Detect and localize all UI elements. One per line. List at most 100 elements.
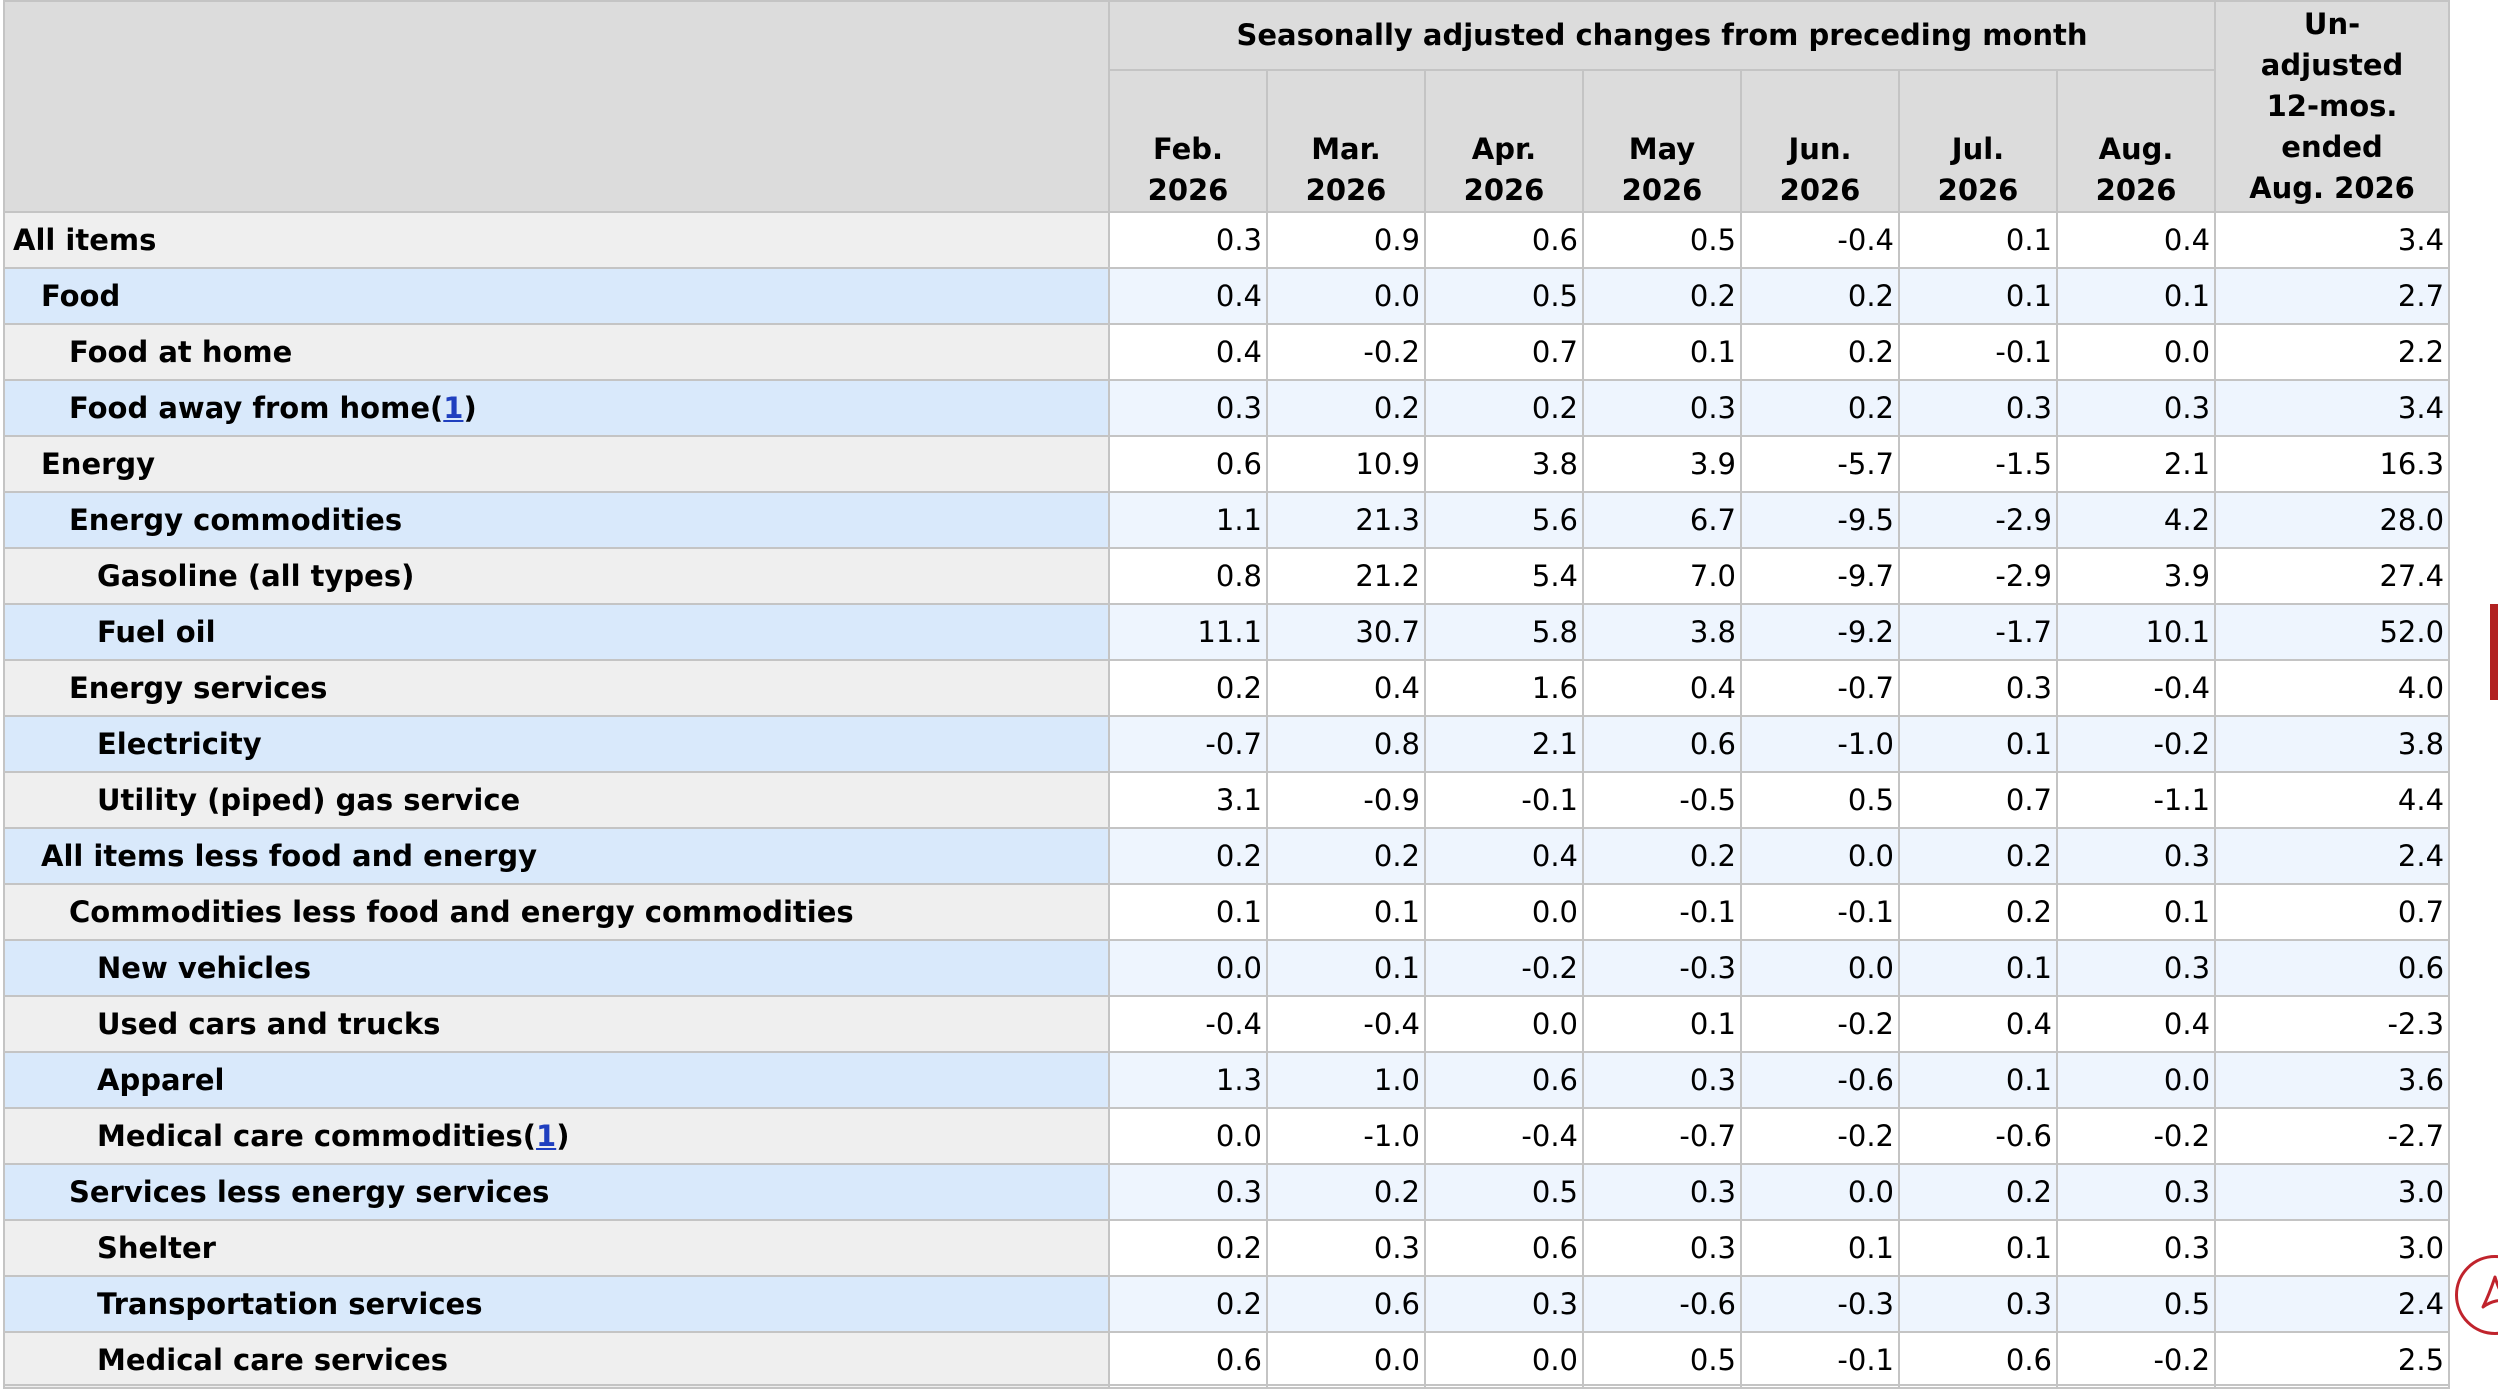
header-row-group: Seasonally adjusted changes from precedi… — [3, 0, 2451, 213]
column-year: 2026 — [1937, 173, 2019, 207]
cell-monthly-change: 30.7 — [1266, 603, 1426, 661]
row-label: Services less energy services — [69, 1175, 550, 1209]
cell-monthly-change: -0.9 — [1266, 771, 1426, 829]
row-label-cell: Commodities less food and energy commodi… — [3, 883, 1110, 941]
cell-unadjusted-12mo: 3.4 — [2214, 379, 2451, 437]
cell-monthly-change: 0.1 — [2055, 267, 2217, 325]
cell-monthly-change: -0.4 — [1266, 995, 1426, 1053]
cell-monthly-change: 0.4 — [1898, 995, 2058, 1053]
cell-monthly-change: 0.5 — [2055, 1275, 2217, 1333]
cell-monthly-change: 10.1 — [2055, 603, 2217, 661]
column-header-feb: Feb. 2026 — [1108, 69, 1268, 213]
cell-monthly-change: 0.8 — [1108, 547, 1268, 605]
cell-monthly-change: -1.5 — [1898, 435, 2058, 493]
row-label-cell: Services less energy services — [3, 1163, 1110, 1221]
cell-monthly-change: -1.1 — [2055, 771, 2217, 829]
row-label: Utility (piped) gas service — [97, 783, 521, 817]
pdf-download-button[interactable] — [2455, 1255, 2498, 1335]
table-row: Services less energy services 0.3 0.2 0.5 0.… — [3, 1163, 2451, 1221]
table-row: Utility (piped) gas service 3.1 -0.9 -0.1 -0… — [3, 771, 2451, 829]
row-label-cell: Medical care services — [3, 1331, 1110, 1389]
cell-monthly-change: 0.4 — [1266, 659, 1426, 717]
column-month: Feb. — [1152, 132, 1224, 166]
row-label: Medical care commodities — [97, 1119, 523, 1153]
cell-monthly-change: -0.1 — [1740, 1331, 1900, 1389]
row-label: Shelter — [97, 1231, 216, 1265]
cell-monthly-change: -0.4 — [1424, 1107, 1584, 1165]
cell-monthly-change: 0.0 — [1266, 1331, 1426, 1389]
cell-monthly-change: 0.3 — [2055, 1219, 2217, 1277]
table-row: All items 0.3 0.9 0.6 0.5 -0.4 0.1 0.4 3.4 — [3, 211, 2451, 269]
row-label: Food at home — [69, 335, 293, 369]
column-year: 2026 — [1147, 173, 1229, 207]
cell-monthly-change: 0.8 — [1266, 715, 1426, 773]
cell-unadjusted-12mo: 2.2 — [2214, 323, 2451, 381]
cell-monthly-change: 0.3 — [1266, 1219, 1426, 1277]
row-label-cell: Utility (piped) gas service — [3, 771, 1110, 829]
cell-monthly-change: 0.4 — [2055, 211, 2217, 269]
row-label: Used cars and trucks — [97, 1007, 441, 1041]
column-header-aug: Aug. 2026 — [2055, 69, 2217, 213]
table-row: All items less food and energy 0.2 0.2 0.4 0… — [3, 827, 2451, 885]
cell-monthly-change: 0.6 — [1424, 1219, 1584, 1277]
column-header-jun: Jun. 2026 — [1740, 69, 1900, 213]
row-label: Commodities less food and energy commodi… — [69, 895, 854, 929]
cell-monthly-change: 0.1 — [1740, 1219, 1900, 1277]
column-month: Mar. — [1311, 132, 1381, 166]
cell-monthly-change: 0.3 — [1582, 1163, 1742, 1221]
table-row: Commodities less food and energy commodi… — [3, 883, 2451, 941]
row-label-cell: Energy — [3, 435, 1110, 493]
cell-monthly-change: -0.1 — [1740, 883, 1900, 941]
cell-monthly-change: 0.5 — [1740, 771, 1900, 829]
cell-monthly-change: 0.5 — [1582, 211, 1742, 269]
cell-monthly-change: 0.3 — [1108, 1163, 1268, 1221]
cell-monthly-change: -1.0 — [1266, 1107, 1426, 1165]
table-row: Used cars and trucks -0.4 -0.4 0.0 0.1 -0.2 0.… — [3, 995, 2451, 1053]
cell-monthly-change: 0.4 — [1108, 267, 1268, 325]
cell-monthly-change: 0.1 — [1582, 323, 1742, 381]
cell-monthly-change: 0.4 — [1108, 323, 1268, 381]
cell-monthly-change: 0.7 — [1898, 771, 2058, 829]
row-label: All items — [13, 223, 157, 257]
cell-monthly-change: 0.2 — [1898, 883, 2058, 941]
cell-monthly-change: 21.3 — [1266, 491, 1426, 549]
footnote-paren-close: ) — [463, 391, 477, 425]
cell-monthly-change: -0.2 — [2055, 1107, 2217, 1165]
footnote-link[interactable]: 1 — [443, 391, 464, 425]
cell-monthly-change: 0.1 — [1898, 1051, 2058, 1109]
cell-monthly-change: 0.5 — [1424, 267, 1584, 325]
cell-monthly-change: 0.3 — [1108, 379, 1268, 437]
cpi-change-table: Seasonally adjusted changes from precedi… — [3, 0, 2451, 1389]
table-row: Medical care commodities(1) 0.0 -1.0 -0.4 -0… — [3, 1107, 2451, 1165]
cell-monthly-change: -0.2 — [1266, 323, 1426, 381]
unadjusted-line-5: Aug. 2026 — [2249, 171, 2415, 205]
row-label-cell: Energy services — [3, 659, 1110, 717]
cell-monthly-change: -0.1 — [1898, 323, 2058, 381]
table-row: Transportation services 0.2 0.6 0.3 -0.6 -0.3… — [3, 1275, 2451, 1333]
cell-monthly-change: -0.7 — [1108, 715, 1268, 773]
cell-monthly-change: 0.0 — [1108, 1107, 1268, 1165]
footnote-link[interactable]: 1 — [536, 1119, 557, 1153]
feedback-side-tab[interactable] — [2490, 604, 2498, 700]
cell-monthly-change: 0.2 — [1108, 659, 1268, 717]
cell-monthly-change: 3.9 — [1582, 435, 1742, 493]
cell-monthly-change: 7.0 — [1582, 547, 1742, 605]
table-row: Electricity -0.7 0.8 2.1 0.6 -1.0 0.1 -0.2 3.8 — [3, 715, 2451, 773]
cell-monthly-change: -2.9 — [1898, 547, 2058, 605]
table-row: Medical care services 0.6 0.0 0.0 0.5 -0.1 0.6… — [3, 1331, 2451, 1389]
column-month: Apr. — [1471, 132, 1537, 166]
cell-monthly-change: -1.7 — [1898, 603, 2058, 661]
cell-monthly-change: 0.3 — [1898, 379, 2058, 437]
unadjusted-header: Un- adjusted 12-mos. ended Aug. 2026 — [2214, 0, 2451, 213]
row-label: Food away from home — [69, 391, 430, 425]
cell-monthly-change: 0.1 — [1898, 939, 2058, 997]
row-label-cell: Shelter — [3, 1219, 1110, 1277]
cell-monthly-change: -0.7 — [1582, 1107, 1742, 1165]
cell-unadjusted-12mo: -2.3 — [2214, 995, 2451, 1053]
cell-monthly-change: 0.0 — [1266, 267, 1426, 325]
cell-monthly-change: 3.8 — [1424, 435, 1584, 493]
table-row: Food away from home(1) 0.3 0.2 0.2 0.3 0.2 0.3… — [3, 379, 2451, 437]
cell-monthly-change: -2.9 — [1898, 491, 2058, 549]
cell-monthly-change: 0.2 — [1898, 827, 2058, 885]
cell-monthly-change: 0.7 — [1424, 323, 1584, 381]
